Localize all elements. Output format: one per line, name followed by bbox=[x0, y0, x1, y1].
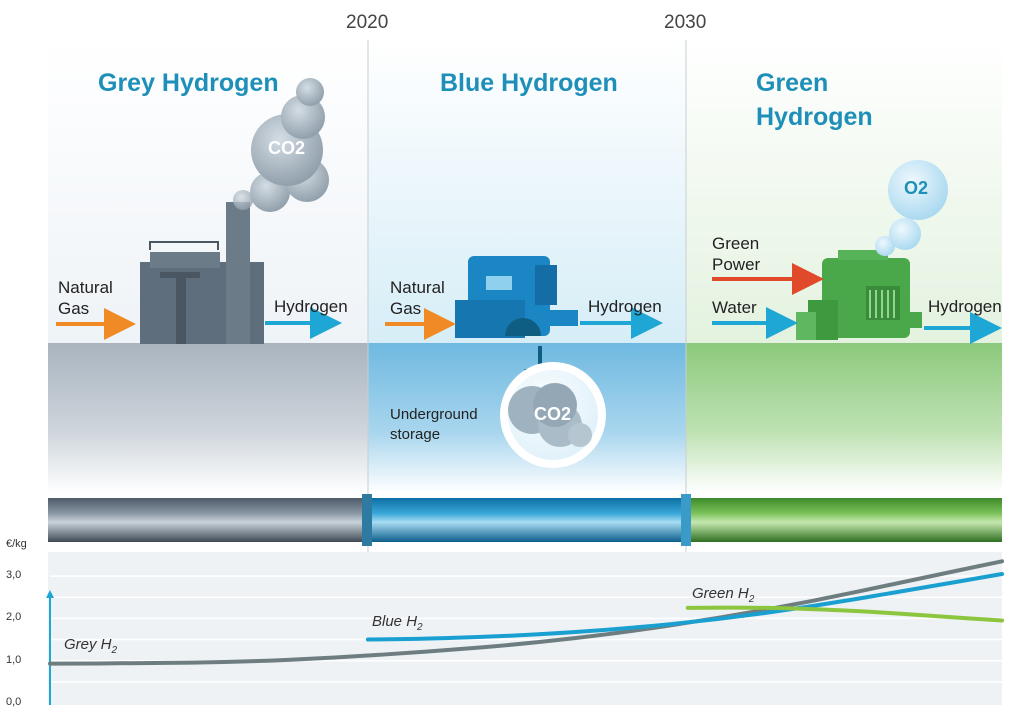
grey-series-label-main: Grey H bbox=[64, 636, 112, 653]
grey-plant-icon bbox=[140, 202, 264, 344]
chart-plot-area bbox=[48, 552, 1002, 705]
grey-hydrogen-title: Grey Hydrogen bbox=[98, 69, 279, 97]
blue-hydrogen-title: Blue Hydrogen bbox=[440, 69, 618, 97]
blue-co2-label: CO2 bbox=[534, 404, 572, 424]
blue-pipeline bbox=[369, 498, 685, 542]
blue-series-label: Blue H2 bbox=[372, 613, 423, 633]
blue-plant-icon bbox=[455, 256, 578, 338]
chart-series-layer bbox=[48, 559, 1004, 666]
cost-chart bbox=[46, 552, 1004, 705]
grey-panel-ground bbox=[48, 343, 368, 493]
green-water-label: Water bbox=[712, 298, 757, 317]
pipe-joint-2030 bbox=[681, 494, 691, 546]
green-pipeline bbox=[690, 498, 1002, 542]
year-label-2030: 2030 bbox=[664, 12, 707, 33]
chart-y-unit-label: €/kg bbox=[6, 538, 27, 550]
series-line-green bbox=[685, 605, 1004, 623]
blue-output-label: Hydrogen bbox=[588, 297, 662, 316]
series-line-blue bbox=[365, 571, 1004, 642]
storage-line1: Underground bbox=[390, 406, 478, 423]
green-power-label: Green Power bbox=[712, 233, 760, 275]
storage-line2: storage bbox=[390, 426, 441, 443]
grey-output-label: Hydrogen bbox=[274, 297, 348, 316]
green-series-label-sub: 2 bbox=[748, 594, 755, 605]
grey-co2-cloud-icon bbox=[233, 78, 329, 212]
green-title-line2: Hydrogen bbox=[756, 103, 873, 131]
grey-co2-label: CO2 bbox=[268, 138, 306, 158]
blue-series-label-sub: 2 bbox=[417, 622, 423, 633]
chart-y-axis-arrow bbox=[46, 590, 54, 598]
blue-input-line1: Natural bbox=[390, 278, 445, 297]
grey-input-line2: Gas bbox=[58, 299, 90, 318]
year-label-2020: 2020 bbox=[346, 12, 389, 33]
y-tick-2: 2,0 bbox=[6, 611, 22, 623]
green-hydrogen-title: Green Hydrogen bbox=[756, 66, 873, 134]
grey-series-label: Grey H2 bbox=[64, 636, 117, 656]
y-tick-1: 1,0 bbox=[6, 654, 22, 666]
blue-input-label: Natural Gas bbox=[390, 277, 445, 319]
storage-label: Underground storage bbox=[390, 405, 478, 445]
grey-input-label: Natural Gas bbox=[58, 277, 113, 319]
green-plant-icon bbox=[796, 250, 922, 340]
blue-input-line2: Gas bbox=[390, 299, 422, 318]
chart-gridlines bbox=[50, 575, 1002, 683]
green-o2-label: O2 bbox=[904, 178, 929, 198]
grey-pipeline bbox=[48, 498, 365, 542]
y-tick-0: 0,0 bbox=[6, 696, 22, 708]
green-o2-bubbles-icon bbox=[875, 160, 948, 256]
green-panel-ground bbox=[686, 343, 1002, 493]
green-title-line1: Green bbox=[756, 69, 829, 97]
pipe-joint-2020 bbox=[362, 494, 372, 546]
green-output-label: Hydrogen bbox=[928, 297, 1002, 316]
green-power-line1: Green bbox=[712, 234, 760, 253]
grey-series-label-sub: 2 bbox=[111, 645, 118, 656]
underground-storage-icon bbox=[500, 362, 606, 468]
green-power-line2: Power bbox=[712, 255, 761, 274]
y-tick-3: 3,0 bbox=[6, 569, 22, 581]
series-line-grey bbox=[48, 559, 1004, 666]
green-series-label-main: Green H bbox=[692, 585, 749, 602]
blue-series-label-main: Blue H bbox=[372, 613, 418, 630]
grey-input-line1: Natural bbox=[58, 278, 113, 297]
green-series-label: Green H2 bbox=[692, 585, 754, 605]
